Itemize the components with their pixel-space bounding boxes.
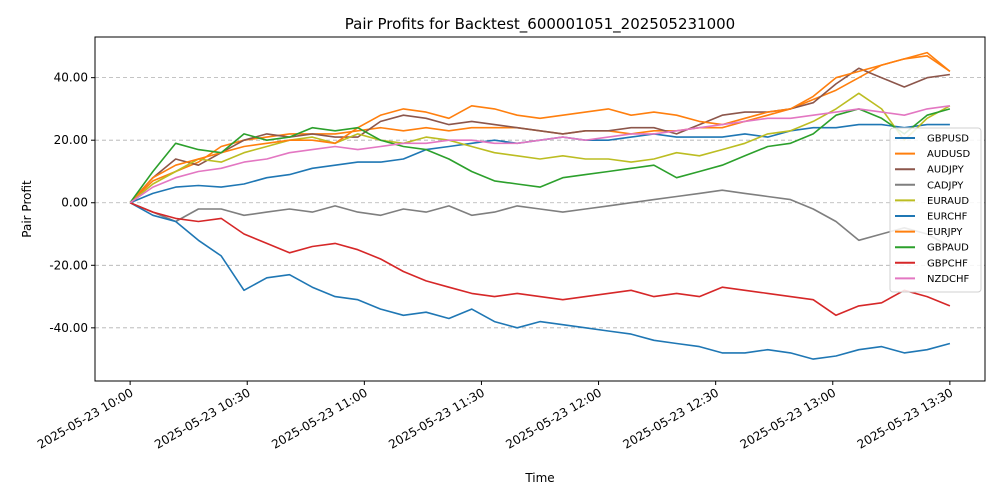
y-axis-ticks: -40.00 -20.00 0.00 20.00 40.00	[49, 71, 95, 335]
legend-label: GBPCHF	[927, 258, 968, 269]
plot-frame	[94, 36, 986, 382]
series-line-euraud	[129, 92, 951, 204]
series-line-audjpy	[129, 67, 951, 204]
legend-label: GBPUSD	[927, 134, 969, 145]
series-line-eurjpy	[129, 54, 951, 204]
y-tick-label: -20.00	[49, 258, 88, 272]
legend-label: EURAUD	[927, 196, 969, 207]
legend-label: AUDUSD	[927, 149, 971, 160]
legend-label: GBPAUD	[927, 243, 969, 254]
y-tick-label: -40.00	[49, 321, 88, 335]
series-line-gbpaud	[129, 108, 951, 204]
legend-label: NZDCHF	[927, 274, 970, 285]
series-line-gbpchf	[129, 201, 951, 317]
y-tick-label: 0.00	[61, 196, 88, 210]
x-axis-label: Time	[524, 471, 554, 485]
y-tick-label: 20.00	[54, 133, 88, 147]
series-lines	[129, 51, 951, 360]
y-tick-label: 40.00	[54, 71, 88, 85]
legend-label: EURJPY	[927, 227, 963, 238]
chart-title: Pair Profits for Backtest_600001051_2025…	[345, 15, 735, 34]
legend-label: CADJPY	[927, 180, 964, 191]
legend-label: AUDJPY	[927, 165, 965, 176]
legend-label: EURCHF	[927, 212, 968, 223]
y-axis-label: Pair Profit	[20, 180, 34, 238]
series-line-eurchf	[129, 201, 951, 360]
series-line-nzdchf	[129, 105, 951, 204]
series-line-cadjpy	[129, 189, 951, 248]
legend: GBPUSD AUDUSD AUDJPY CADJPY EURAUD EURCHF EURJ…	[889, 127, 982, 293]
